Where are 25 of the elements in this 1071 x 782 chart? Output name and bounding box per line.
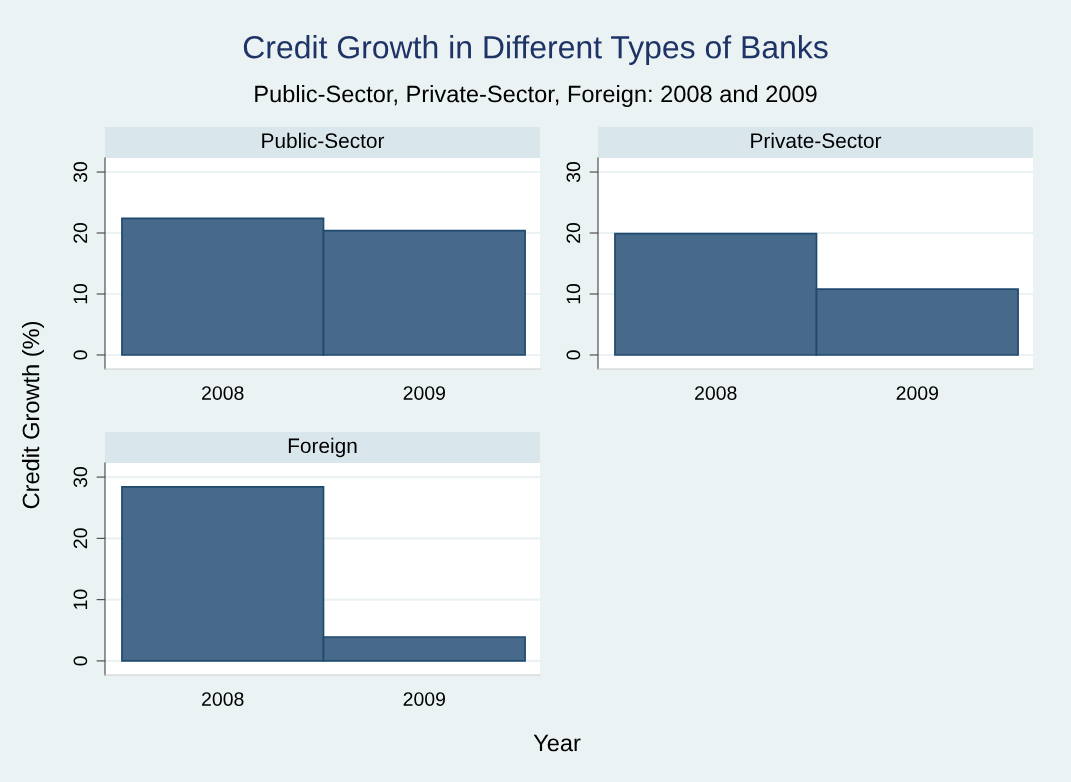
y-tick-label: 0: [73, 656, 88, 666]
chart-title: Private-Sector: [751, 132, 882, 149]
y-tick-label: 10: [566, 283, 581, 304]
y-tick-label: 10: [73, 589, 88, 609]
x-tick-label: 2009: [403, 692, 445, 706]
y-tick-label: 10: [73, 283, 88, 304]
y-tick-label: 20: [566, 222, 581, 243]
text: Public-Sector, Private-Sector, Foreign: 2008 and 2009: [255, 85, 817, 108]
y-tick-label: 0: [73, 350, 88, 360]
x-tick-label: 2008: [202, 386, 244, 400]
x-tick-label: 2009: [896, 386, 938, 400]
text: Credit Growth in Different Types of Banks: [243, 35, 828, 65]
y-tick-label: 0: [566, 350, 581, 360]
x-tick-label: 2009: [403, 386, 445, 400]
y-tick-label: 20: [73, 222, 88, 243]
y-tick-label: 30: [73, 161, 88, 183]
y-tick-label: 20: [73, 528, 88, 549]
y-tick-label: 30: [566, 161, 581, 183]
text: Credit Growth (%): [22, 322, 44, 509]
text: Year: [533, 734, 581, 752]
x-tick-label: 2008: [695, 386, 737, 400]
x-tick-label: 2008: [202, 692, 244, 706]
chart-title: Foreign: [288, 437, 357, 458]
chart-title: Public-Sector: [262, 132, 385, 149]
y-tick-label: 30: [73, 467, 88, 488]
